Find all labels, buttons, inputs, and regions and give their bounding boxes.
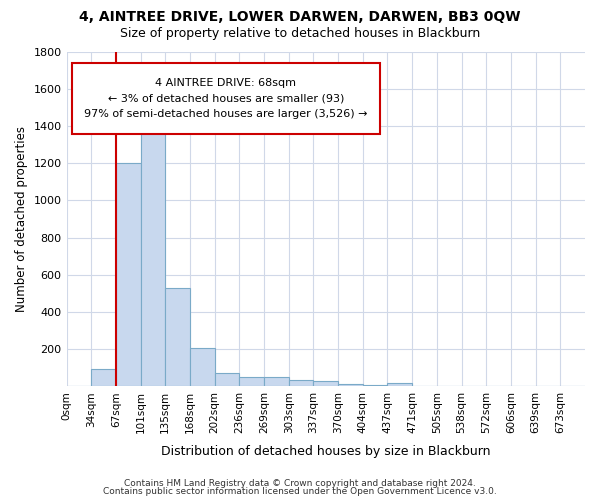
Bar — [289, 380, 313, 386]
FancyBboxPatch shape — [72, 63, 380, 134]
Text: 4, AINTREE DRIVE, LOWER DARWEN, DARWEN, BB3 0QW: 4, AINTREE DRIVE, LOWER DARWEN, DARWEN, … — [79, 10, 521, 24]
Bar — [264, 378, 289, 386]
Text: Contains public sector information licensed under the Open Government Licence v3: Contains public sector information licen… — [103, 487, 497, 496]
Bar — [215, 374, 239, 386]
Bar — [91, 368, 116, 386]
Text: 4 AINTREE DRIVE: 68sqm
← 3% of detached houses are smaller (93)
97% of semi-deta: 4 AINTREE DRIVE: 68sqm ← 3% of detached … — [84, 78, 368, 119]
Bar — [116, 163, 140, 386]
Bar — [140, 115, 165, 386]
Bar — [239, 378, 264, 386]
Y-axis label: Number of detached properties: Number of detached properties — [15, 126, 28, 312]
Bar — [313, 381, 338, 386]
X-axis label: Distribution of detached houses by size in Blackburn: Distribution of detached houses by size … — [161, 444, 491, 458]
Bar — [165, 288, 190, 386]
Bar — [190, 348, 215, 387]
Bar — [388, 383, 412, 386]
Text: Contains HM Land Registry data © Crown copyright and database right 2024.: Contains HM Land Registry data © Crown c… — [124, 478, 476, 488]
Text: Size of property relative to detached houses in Blackburn: Size of property relative to detached ho… — [120, 28, 480, 40]
Bar — [338, 384, 363, 386]
